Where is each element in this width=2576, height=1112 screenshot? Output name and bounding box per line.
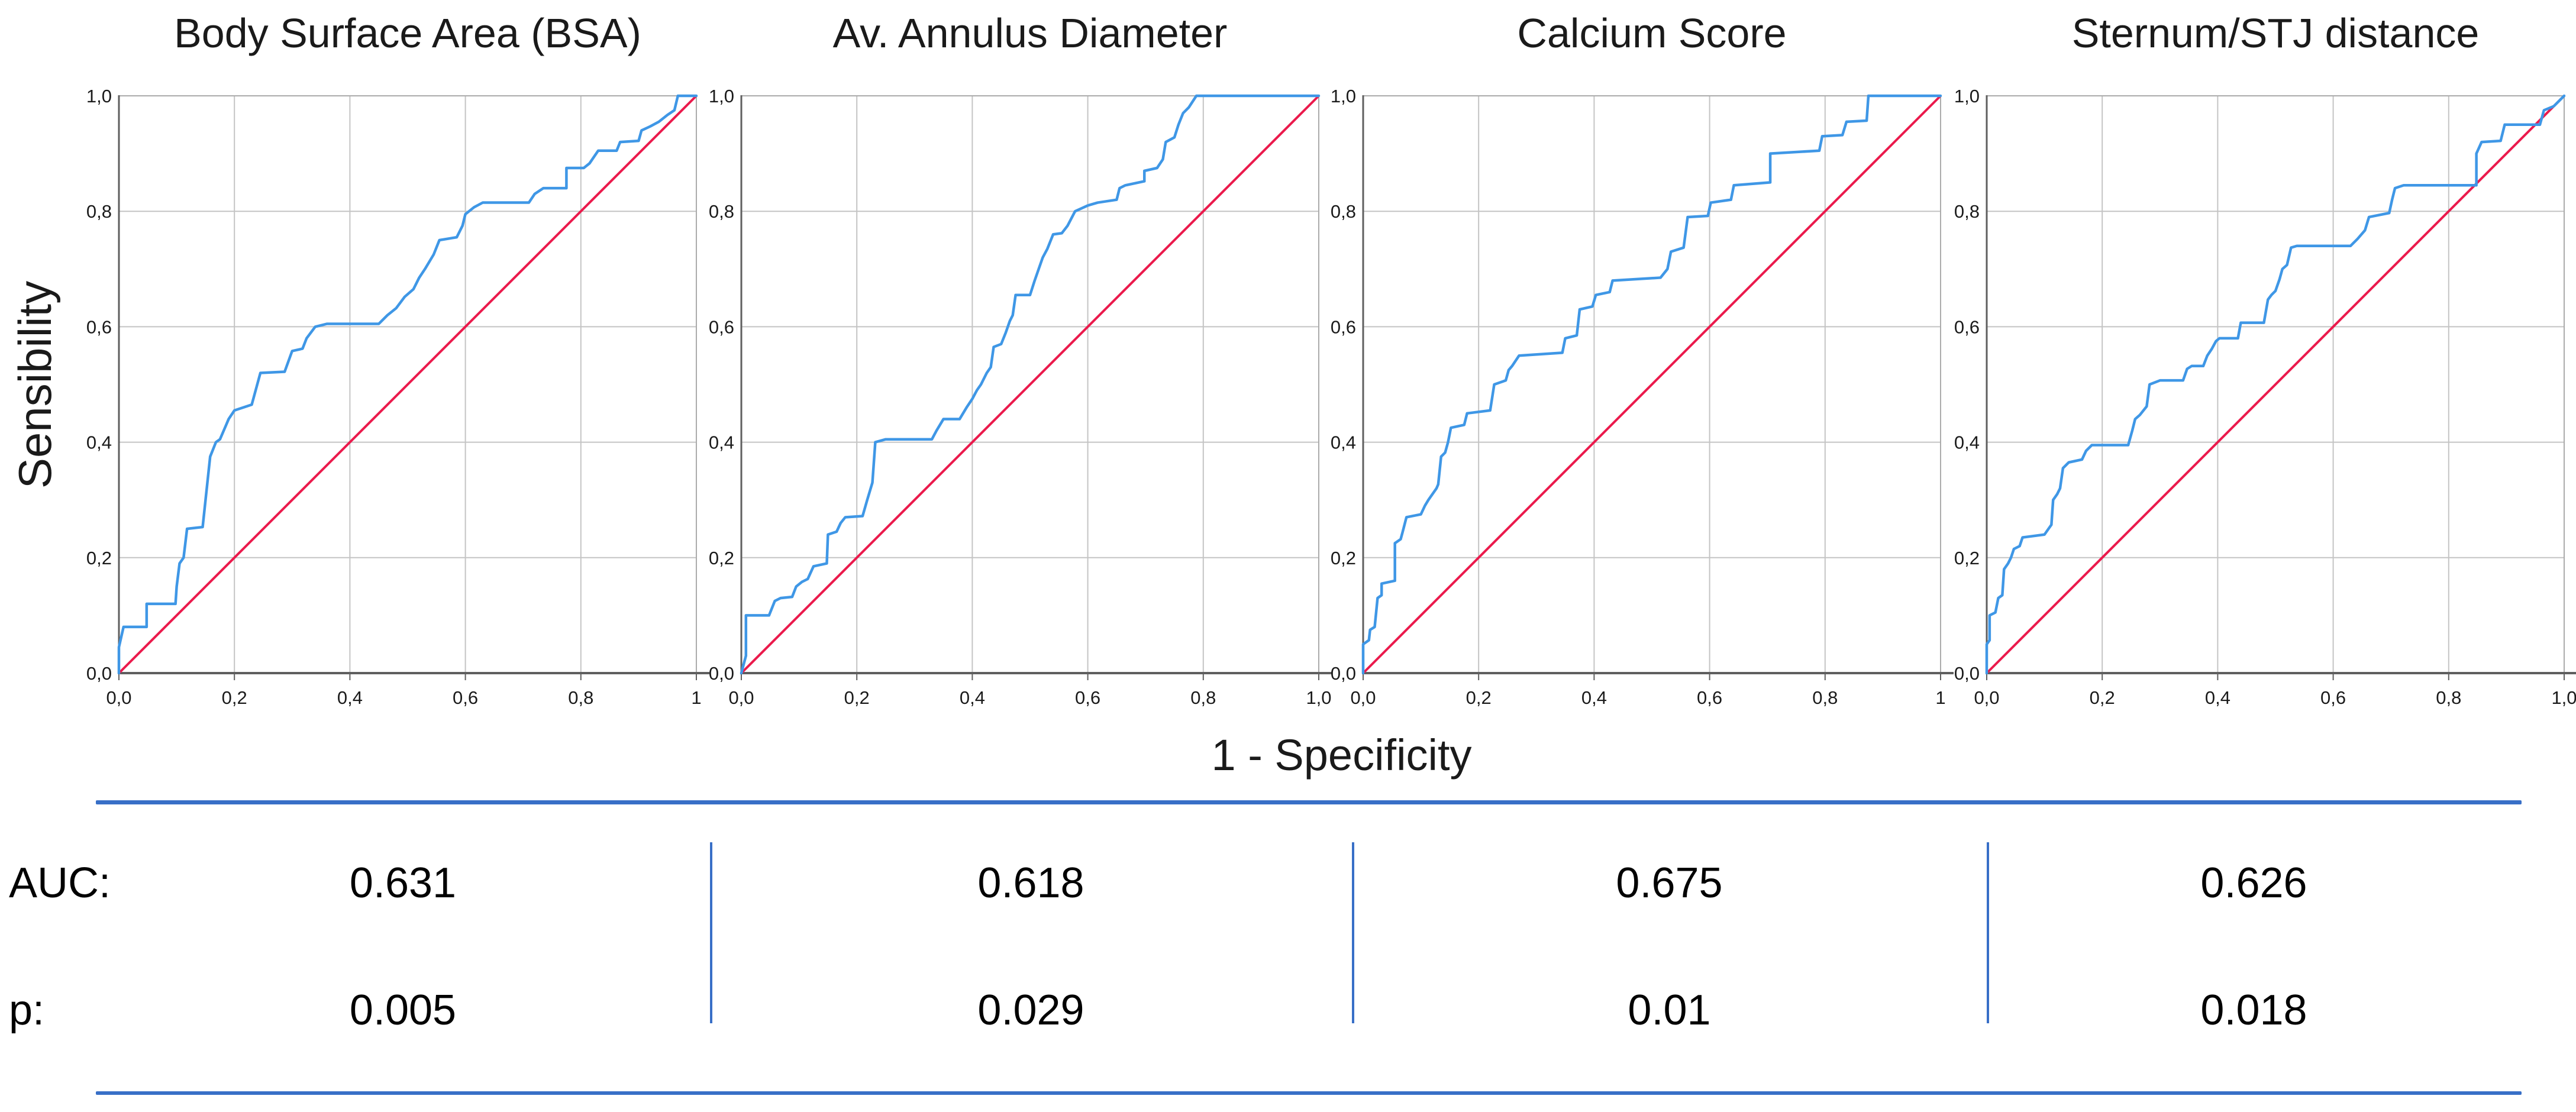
auc-row-label: AUC: xyxy=(9,859,111,907)
y-tick-label: 0,2 xyxy=(1331,548,1356,568)
roc-curve-line xyxy=(117,94,698,675)
y-tick-label: 0,0 xyxy=(1331,663,1356,684)
roc-curve-line xyxy=(740,94,1321,675)
x-axis-label-text: 1 - Specificity xyxy=(1211,730,1472,780)
x-tick-label: 0,2 xyxy=(2090,687,2115,708)
x-tick-label: 1,0 xyxy=(2551,687,2576,708)
roc-plot-sternum-stj: 0,0 0,2 0,4 0,6 0,8 1,0 0,0 0,2 0,4 0,6 0,8 1,0 xyxy=(1954,86,2576,708)
roc-plot-calcium-score: 0,0 0,2 0,4 0,6 0,8 1 0,0 0,2 0,4 0,6 0,8 1,0 xyxy=(1331,86,1954,708)
y-tick-label: 0,0 xyxy=(1954,663,1980,684)
x-tick-label: 0,8 xyxy=(568,687,593,708)
p-value-sternum-stj: 0.018 xyxy=(2200,987,2307,1034)
reference-diagonal-line xyxy=(740,95,1320,674)
y-tick-label: 0,6 xyxy=(1331,316,1356,337)
x-tick-label: 0,6 xyxy=(453,687,478,708)
panel-title-bsa: Body Surface Area (BSA) xyxy=(174,10,641,56)
y-axis-label: Sensibility xyxy=(5,96,66,673)
auc-value-sternum-stj: 0.626 xyxy=(2200,859,2307,907)
x-tick-label: 0,0 xyxy=(1974,687,1999,708)
x-tick-labels: 0,0 0,2 0,4 0,6 0,8 1,0 xyxy=(1974,673,2576,708)
x-tick-label: 0,6 xyxy=(1075,687,1100,708)
x-tick-label: 0,8 xyxy=(2436,687,2461,708)
x-tick-label: 0,0 xyxy=(106,687,131,708)
p-value-annulus-diameter: 0.029 xyxy=(977,987,1084,1034)
x-tick-label: 0,4 xyxy=(1581,687,1607,708)
x-tick-label: 0,6 xyxy=(2320,687,2346,708)
roc-curve-line xyxy=(1361,94,1942,675)
y-tick-label: 1,0 xyxy=(709,86,734,106)
roc-plot-bsa: 0,0 0,2 0,4 0,6 0,8 1 0,0 0,2 0,4 0,6 0,8 1,0 xyxy=(86,86,709,708)
roc-plot-annulus-diameter: 0,0 0,2 0,4 0,6 0,8 1,0 0,0 0,2 0,4 0,6 0,8 1,0 xyxy=(709,86,1332,708)
table-column-separator-2 xyxy=(1352,842,1354,1023)
y-tick-label: 1,0 xyxy=(86,86,112,106)
table-column-separator-1 xyxy=(710,842,712,1023)
y-tick-labels: 0,0 0,2 0,4 0,6 0,8 1,0 xyxy=(86,86,112,684)
y-tick-label: 0,4 xyxy=(1954,432,1980,453)
y-tick-label: 0,8 xyxy=(1954,201,1980,222)
x-tick-label: 0,8 xyxy=(1812,687,1838,708)
x-tick-label: 0,0 xyxy=(728,687,754,708)
p-value-calcium-score: 0.01 xyxy=(1628,987,1711,1034)
x-tick-labels: 0,0 0,2 0,4 0,6 0,8 1 xyxy=(106,673,702,708)
gridlines xyxy=(741,96,1319,673)
y-axis-label-text: Sensibility xyxy=(9,280,62,489)
x-tick-label: 0,4 xyxy=(2205,687,2230,708)
x-tick-label: 0,2 xyxy=(1466,687,1492,708)
y-tick-label: 0,0 xyxy=(86,663,112,684)
y-tick-label: 0,4 xyxy=(709,432,734,453)
y-tick-label: 0,8 xyxy=(86,201,112,222)
x-tick-labels: 0,0 0,2 0,4 0,6 0,8 1 xyxy=(1350,673,1946,708)
gridlines xyxy=(1987,96,2564,673)
x-axis-label: 1 - Specificity xyxy=(119,729,2564,782)
table-column-separator-3 xyxy=(1987,842,1989,1023)
roc-curve-line xyxy=(1985,94,2566,675)
y-tick-label: 0,2 xyxy=(1954,548,1980,568)
x-tick-label: 0,4 xyxy=(337,687,363,708)
y-tick-label: 0,8 xyxy=(709,201,734,222)
p-value-bsa: 0.005 xyxy=(349,987,457,1034)
y-tick-label: 1,0 xyxy=(1954,86,1980,106)
y-tick-labels: 0,0 0,2 0,4 0,6 0,8 1,0 xyxy=(1954,86,1980,684)
reference-diagonal-line xyxy=(1362,95,1942,674)
reference-diagonal-line xyxy=(1986,95,2565,674)
table-top-rule xyxy=(96,800,2522,804)
x-tick-label: 1 xyxy=(1935,687,1945,708)
y-tick-label: 0,4 xyxy=(1331,432,1356,453)
auc-value-annulus-diameter: 0.618 xyxy=(977,859,1084,907)
panel-title-annulus-diameter: Av. Annulus Diameter xyxy=(832,10,1228,56)
y-tick-label: 0,6 xyxy=(709,316,734,337)
x-tick-label: 0,4 xyxy=(960,687,985,708)
x-tick-label: 0,0 xyxy=(1350,687,1376,708)
p-row-label: p: xyxy=(9,987,45,1034)
y-tick-label: 0,2 xyxy=(709,548,734,568)
y-tick-label: 1,0 xyxy=(1331,86,1356,106)
x-tick-labels: 0,0 0,2 0,4 0,6 0,8 1,0 xyxy=(728,673,1332,708)
auc-value-calcium-score: 0.675 xyxy=(1616,859,1723,907)
y-tick-label: 0,8 xyxy=(1331,201,1356,222)
y-tick-label: 0,4 xyxy=(86,432,112,453)
x-tick-label: 0,2 xyxy=(222,687,247,708)
x-tick-label: 0,2 xyxy=(844,687,870,708)
y-tick-labels: 0,0 0,2 0,4 0,6 0,8 1,0 xyxy=(1331,86,1356,684)
panel-title-sternum-stj: Sternum/STJ distance xyxy=(2071,10,2480,56)
y-tick-label: 0,6 xyxy=(86,316,112,337)
x-tick-label: 1,0 xyxy=(1306,687,1331,708)
auc-value-bsa: 0.631 xyxy=(349,859,457,907)
reference-diagonal-line xyxy=(118,95,698,674)
x-tick-label: 0,6 xyxy=(1697,687,1722,708)
table-bottom-rule xyxy=(96,1091,2522,1095)
y-tick-labels: 0,0 0,2 0,4 0,6 0,8 1,0 xyxy=(709,86,734,684)
y-tick-label: 0,6 xyxy=(1954,316,1980,337)
panel-title-calcium-score: Calcium Score xyxy=(1517,10,1787,56)
x-tick-label: 1 xyxy=(691,687,701,708)
y-tick-label: 0,2 xyxy=(86,548,112,568)
y-tick-label: 0,0 xyxy=(709,663,734,684)
gridlines xyxy=(1363,96,1941,673)
x-tick-label: 0,8 xyxy=(1190,687,1216,708)
